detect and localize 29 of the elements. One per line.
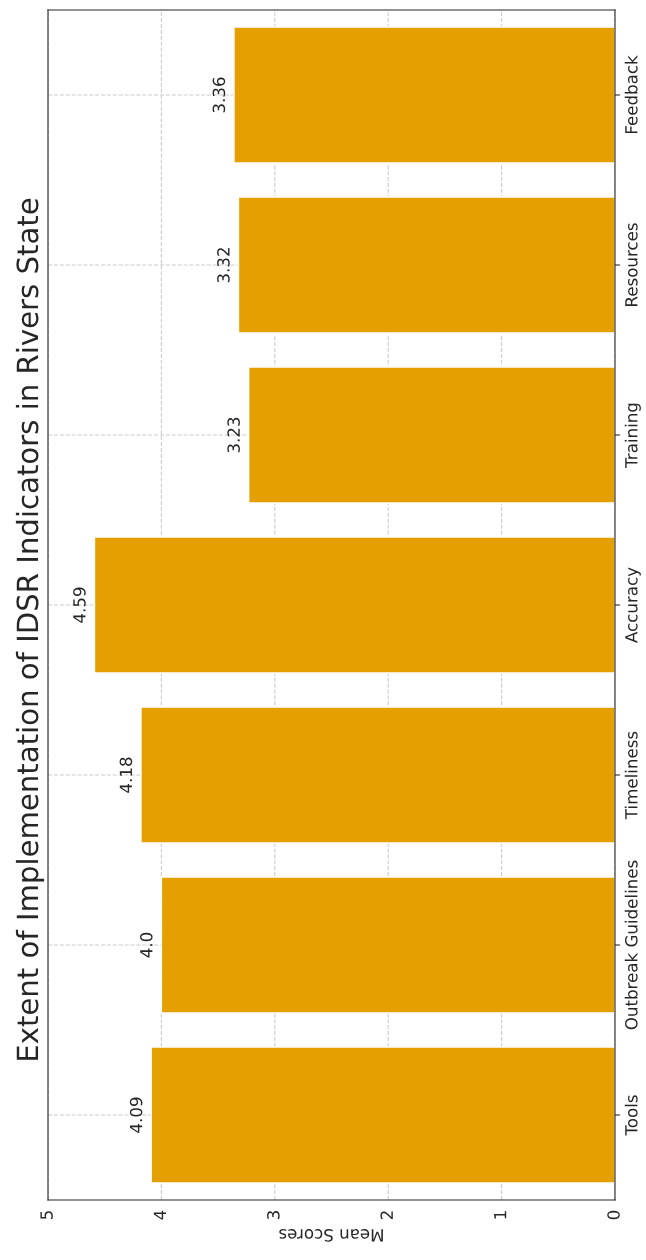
x-tick-label: 5 bbox=[40, 1211, 53, 1220]
data-label: 3.32 bbox=[217, 248, 230, 283]
text: Extent of Implementation of IDSR Indicators in Rivers State bbox=[15, 198, 45, 1060]
data-label: 3.36 bbox=[212, 77, 226, 113]
y-tick-label: Feedback bbox=[624, 55, 638, 134]
y-tick-label: Resources bbox=[625, 223, 638, 306]
bar bbox=[150, 1046, 615, 1184]
y-tick-label: Training bbox=[624, 403, 641, 468]
x-tick-label: 1 bbox=[494, 1211, 507, 1219]
bar bbox=[233, 26, 615, 164]
bar bbox=[93, 536, 615, 674]
y-tick-label: Timeliness bbox=[624, 731, 638, 820]
data-label: 4.09 bbox=[129, 1097, 143, 1133]
bar bbox=[248, 366, 615, 504]
bar bbox=[160, 876, 615, 1014]
data-label: 3.23 bbox=[227, 417, 240, 453]
y-tick-label: Outbreak Guidelines bbox=[624, 860, 638, 1030]
y-tick-label: Tools bbox=[624, 1095, 638, 1136]
x-tick-label: 2 bbox=[380, 1211, 393, 1220]
x-tick-label: 0 bbox=[607, 1210, 620, 1220]
x-axis-title: Mean Scores bbox=[279, 1229, 383, 1242]
bar bbox=[140, 706, 615, 844]
y-tick-label: Accuracy bbox=[625, 567, 641, 643]
data-label: 4.59 bbox=[73, 587, 86, 623]
data-label: 4.18 bbox=[119, 757, 133, 793]
x-tick-label: 3 bbox=[267, 1211, 280, 1220]
data-label: 4.0 bbox=[140, 932, 153, 958]
bar bbox=[237, 196, 615, 334]
x-tick-label: 4 bbox=[153, 1210, 166, 1220]
